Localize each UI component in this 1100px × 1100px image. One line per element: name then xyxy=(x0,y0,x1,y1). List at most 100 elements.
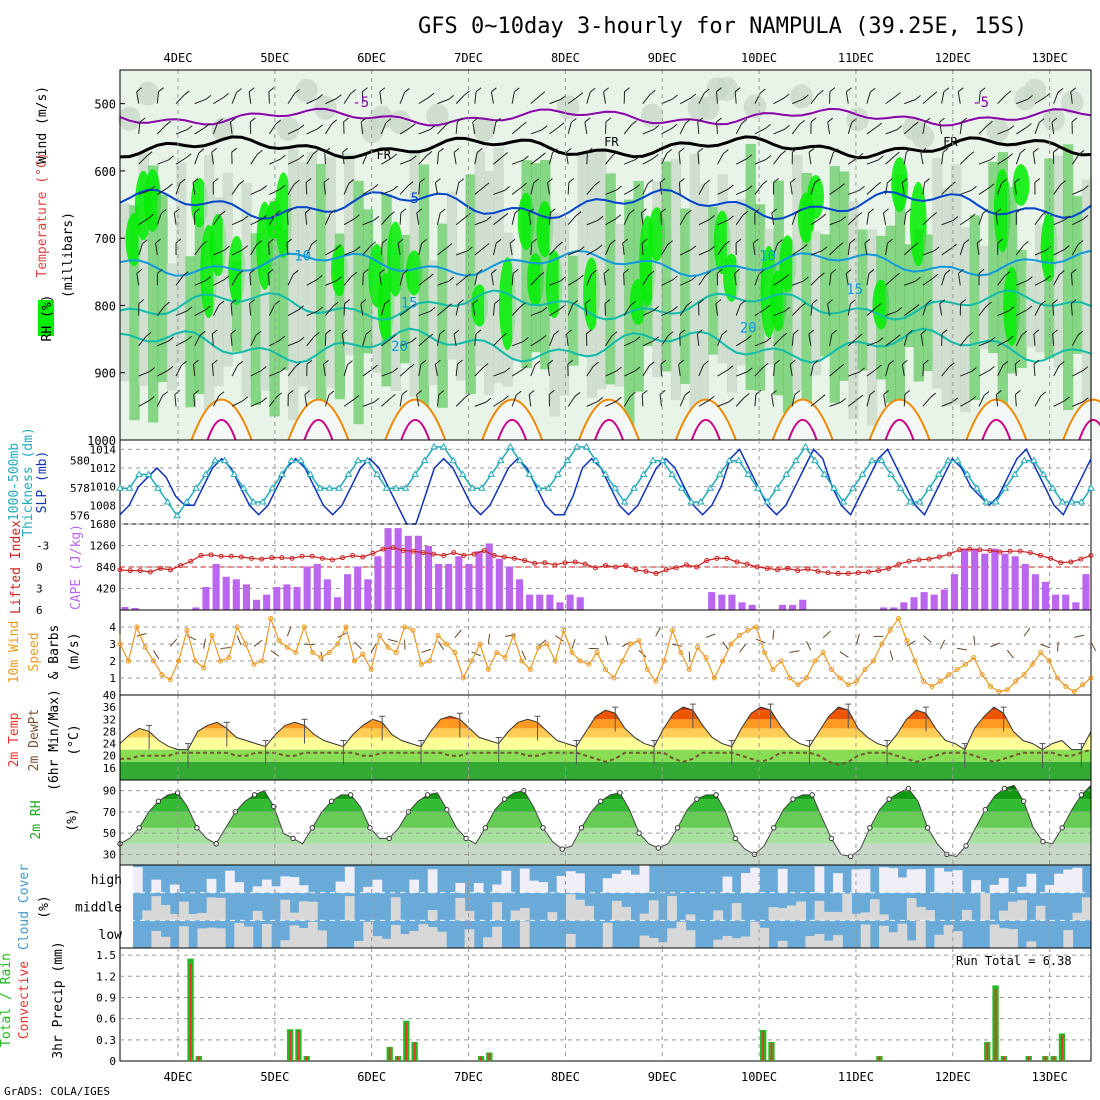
thickness-point xyxy=(887,470,895,477)
wind-barb xyxy=(193,364,196,377)
wind-barb-feather xyxy=(298,124,305,130)
wind-barb xyxy=(939,303,943,316)
precip-convective-bar xyxy=(189,963,192,1061)
wind-barb-feather xyxy=(969,213,976,219)
wind-barb xyxy=(437,307,447,316)
wind10m-point xyxy=(527,667,533,672)
thickness-point xyxy=(601,470,610,477)
rh-band xyxy=(120,827,1091,844)
rh-band xyxy=(120,799,1091,812)
cape-bar xyxy=(344,574,352,610)
wind-barb xyxy=(978,395,985,407)
wind-barb-feather xyxy=(571,117,577,123)
wind-barb xyxy=(605,218,617,226)
precip-tick: 0.3 xyxy=(96,1034,116,1047)
wind-barb xyxy=(1033,333,1036,346)
wind-barb-feather xyxy=(464,393,470,399)
temp-tick: 36 xyxy=(103,701,116,714)
wind-barb-feather xyxy=(298,154,305,160)
wind-barb xyxy=(773,364,776,377)
wind-barb-feather xyxy=(727,184,734,190)
cloud-patch xyxy=(335,881,346,893)
wind-barb-feather xyxy=(728,215,734,221)
cape-bar xyxy=(1021,563,1029,610)
wind-barb xyxy=(565,152,569,165)
cloud-patch xyxy=(344,866,355,893)
cloud-patch xyxy=(869,899,880,921)
wind-barb xyxy=(1015,334,1023,347)
cloud-patch xyxy=(934,934,945,948)
wind-barb-feather xyxy=(747,367,753,373)
wind10m-point xyxy=(988,684,994,689)
wind-barb xyxy=(472,303,476,316)
thickness-point xyxy=(744,470,753,477)
wind-barb-feather xyxy=(347,360,353,365)
rh-high-blob xyxy=(331,244,348,297)
wind-barb-feather xyxy=(275,119,282,125)
cape-bar xyxy=(546,594,554,610)
wind10m-point xyxy=(125,658,131,664)
li-point xyxy=(653,570,659,576)
cloud-patch xyxy=(519,907,530,921)
li-point xyxy=(855,570,861,576)
wind-barb-feather xyxy=(389,211,395,217)
wind-barb xyxy=(136,273,140,286)
wind-barb-feather xyxy=(939,117,945,123)
wind-barb xyxy=(734,273,737,286)
wind-barb-feather xyxy=(690,93,697,99)
wind-barb-feather xyxy=(411,337,417,343)
wind-barb-feather xyxy=(849,238,856,244)
li-point xyxy=(1037,553,1043,559)
wind-barb-feather xyxy=(160,209,167,214)
wind-barb xyxy=(791,306,802,316)
wind-barb xyxy=(997,129,1010,135)
wind-barb xyxy=(642,309,654,316)
wind-barb-feather xyxy=(591,269,597,275)
cloud-patch xyxy=(722,935,733,948)
wind-barb-feather xyxy=(630,300,636,306)
wind-barb xyxy=(697,121,700,134)
wind-barb-feather xyxy=(887,178,893,183)
wind10m-point xyxy=(393,650,399,655)
slp-tick: 1012 xyxy=(90,462,117,475)
cloud-patch xyxy=(833,935,843,948)
wind-barb-feather xyxy=(157,268,163,274)
rh-shade-column xyxy=(904,244,915,348)
wind-barb xyxy=(679,305,688,316)
cloud-patch xyxy=(538,882,549,893)
wind-barb xyxy=(866,394,871,407)
wind-barb-feather xyxy=(242,396,249,402)
wind-barb-feather xyxy=(761,180,768,186)
wind10m-barb xyxy=(387,638,398,643)
thickness-point xyxy=(925,484,934,491)
wind-barb xyxy=(306,336,315,347)
wind-barb-feather xyxy=(379,269,385,274)
wind-barb xyxy=(437,98,449,105)
rh-shade-column xyxy=(362,209,374,354)
cloud-patch xyxy=(169,913,180,921)
cape-bar xyxy=(131,607,139,610)
wind-barb-feather xyxy=(1026,123,1032,128)
cape-bar xyxy=(273,586,281,610)
wind-barb xyxy=(418,243,423,256)
wind-barb-feather xyxy=(305,178,312,183)
cloud-patch xyxy=(612,900,622,921)
wind-barb xyxy=(490,91,494,104)
wind-barb xyxy=(379,91,382,104)
cape-bar xyxy=(293,586,301,610)
wind10m-barb xyxy=(421,648,432,653)
thickness-point xyxy=(715,470,724,477)
wind10m-barb xyxy=(605,635,609,646)
wind10m-point xyxy=(343,624,349,630)
rh-band xyxy=(120,811,1091,828)
wind-barb-feather xyxy=(894,334,901,340)
wind10m-point xyxy=(284,644,290,650)
cloud-patch xyxy=(667,896,677,921)
wind-barb-feather xyxy=(1041,210,1048,216)
wind-barb xyxy=(530,276,540,286)
wind-barb-feather xyxy=(1082,214,1089,220)
cloud-patch xyxy=(169,884,180,893)
rh-high-blob xyxy=(909,181,927,267)
thickness-point xyxy=(258,497,267,505)
thickness-point xyxy=(392,484,400,491)
